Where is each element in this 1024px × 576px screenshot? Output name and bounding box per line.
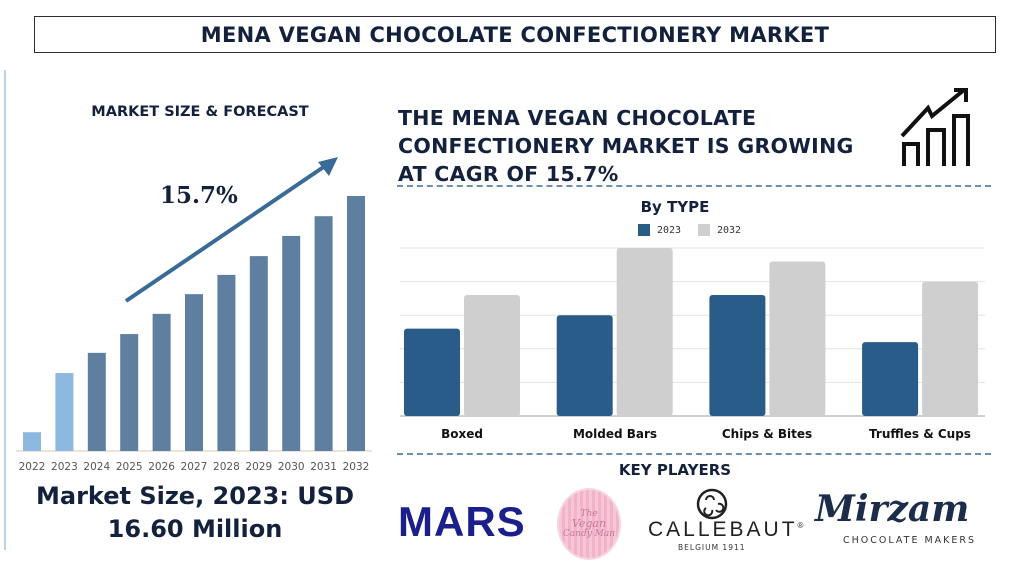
mars-logo: MARS bbox=[398, 498, 526, 545]
bar-2032-chips-bites bbox=[769, 261, 826, 416]
bar-2032-boxed bbox=[464, 295, 520, 416]
bar-2023 bbox=[55, 373, 74, 451]
bar-2032 bbox=[347, 196, 365, 451]
by-type-chart-title: By TYPE bbox=[640, 198, 710, 216]
bar-2022 bbox=[23, 432, 41, 451]
bar-2032-molded-bars bbox=[616, 248, 673, 416]
x-tick-label: 2023 bbox=[51, 461, 78, 473]
x-tick-label: 2029 bbox=[245, 461, 272, 473]
bar-2028 bbox=[217, 274, 236, 451]
mirzam-subtitle: CHOCOLATE MAKERS bbox=[843, 535, 977, 546]
headline-line1: THE MENA VEGAN CHOCOLATE bbox=[398, 106, 757, 130]
market-size-line2: 16.60 Million bbox=[107, 515, 283, 543]
divider bbox=[397, 185, 991, 187]
bar-2023-molded-bars bbox=[556, 315, 613, 416]
logo-text: The bbox=[580, 509, 598, 519]
bar-2031 bbox=[314, 216, 333, 451]
headline-line2: CONFECTIONERY MARKET IS GROWING bbox=[398, 134, 854, 158]
x-tick-label: 2026 bbox=[148, 461, 175, 473]
bar-2030 bbox=[282, 235, 301, 451]
market-size-chart: 2022 2023 2024 2025 2026 2027 2028 2029 2030 2031… bbox=[16, 157, 372, 473]
x-tick-label: 2025 bbox=[116, 461, 143, 473]
callebaut-emblem-icon bbox=[696, 488, 728, 520]
bar-2029 bbox=[249, 256, 268, 451]
callebaut-logo: CALLEBAUT® bbox=[648, 518, 806, 542]
category-label: Truffles & Cups bbox=[869, 427, 971, 441]
headline-line3: AT CAGR OF 15.7% bbox=[398, 162, 619, 186]
by-type-chart bbox=[400, 247, 985, 417]
callebaut-subtitle: BELGIUM 1911 bbox=[678, 543, 746, 552]
legend-item-2023: 2023 bbox=[638, 224, 681, 236]
key-players-heading: KEY PLAYERS bbox=[618, 461, 732, 479]
legend-swatch-2023 bbox=[638, 224, 650, 236]
legend-item-2032: 2032 bbox=[698, 224, 741, 236]
x-tick-label: 2027 bbox=[181, 461, 208, 473]
bar-2023-chips-bites bbox=[709, 295, 766, 416]
x-tick-label: 2032 bbox=[343, 461, 370, 473]
logo-text: CALLEBAUT bbox=[648, 518, 798, 541]
legend-label: 2032 bbox=[717, 224, 742, 236]
growth-arrow-head bbox=[318, 157, 338, 176]
x-tick-label: 2022 bbox=[19, 461, 46, 473]
logo-text: Vegan bbox=[571, 517, 607, 530]
category-label: Chips & Bites bbox=[721, 427, 813, 441]
mirzam-logo: Mirzam bbox=[815, 488, 970, 530]
cagr-label: 15.7% bbox=[160, 182, 238, 209]
growth-chart-arrow-icon bbox=[900, 88, 970, 166]
bar-2023-boxed bbox=[404, 328, 460, 416]
bar-2025 bbox=[120, 334, 139, 451]
divider bbox=[397, 453, 991, 455]
logo-text: Candy Man bbox=[562, 529, 616, 539]
growth-arrow-line bbox=[124, 162, 330, 303]
x-tick-label: 2028 bbox=[213, 461, 240, 473]
bar-2023-truffles-cups bbox=[862, 342, 919, 416]
x-tick-label: 2024 bbox=[83, 461, 110, 473]
bar-2027 bbox=[185, 294, 203, 451]
market-size-text: Market Size, 2023: USD 16.60 Million bbox=[10, 480, 380, 546]
cagr-headline: THE MENA VEGAN CHOCOLATE CONFECTIONERY M… bbox=[398, 104, 878, 188]
vegan-candy-man-logo: The Vegan Candy Man bbox=[557, 488, 621, 560]
page-title: MENA VEGAN CHOCOLATE CONFECTIONERY MARKE… bbox=[34, 16, 996, 53]
x-tick-label: 2030 bbox=[278, 461, 305, 473]
x-tick-label: 2031 bbox=[310, 461, 337, 473]
legend-swatch-2032 bbox=[698, 224, 710, 236]
market-size-heading: MARKET SIZE & FORECAST bbox=[91, 104, 309, 120]
bar-2026 bbox=[152, 313, 171, 451]
left-panel-border bbox=[4, 70, 6, 550]
category-label: Boxed bbox=[441, 427, 483, 441]
bar-2032-truffles-cups bbox=[922, 281, 979, 416]
bar-2024 bbox=[87, 352, 106, 451]
legend-label: 2023 bbox=[657, 224, 682, 236]
market-size-line1: Market Size, 2023: USD bbox=[35, 482, 354, 510]
category-label: Molded Bars bbox=[572, 427, 658, 441]
logo-text: ® bbox=[797, 521, 807, 530]
